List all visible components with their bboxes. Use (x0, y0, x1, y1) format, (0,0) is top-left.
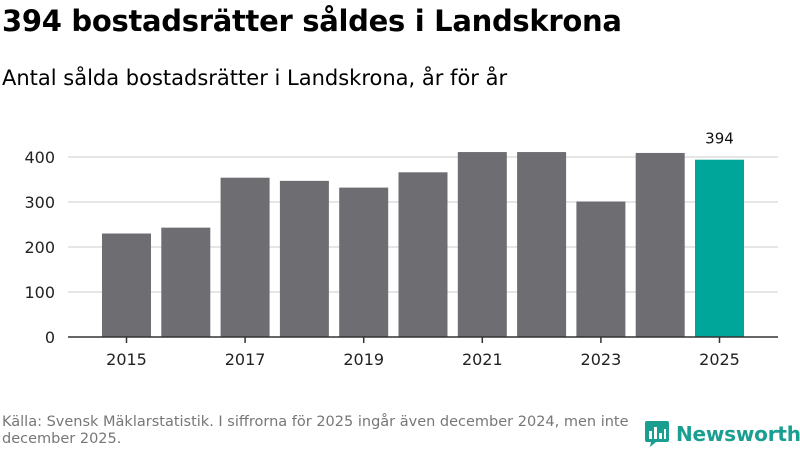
bar-2017 (220, 177, 270, 337)
x-axis (68, 336, 778, 343)
brand-name: Newsworthy (676, 422, 800, 446)
y-tick-label: 100 (24, 283, 55, 302)
x-tick-label: 2019 (343, 350, 384, 369)
x-tick-label: 2023 (581, 350, 622, 369)
bar-chart-logo-icon (645, 421, 669, 447)
chart-title: 394 bostadsrätter såldes i Landskrona (2, 4, 622, 38)
source-note: Källa: Svensk Mäklarstatistik. I siffror… (2, 414, 629, 447)
newsworthy-logo: Newsworthy (644, 419, 800, 449)
axis-labels: 0 100 200 300 400 2015 2017 2019 2021 2023 2025 394 (24, 130, 739, 369)
x-tick-label: 2025 (699, 350, 740, 369)
y-tick-label: 200 (24, 238, 55, 257)
bar-2022 (517, 152, 567, 337)
y-tick-label: 300 (24, 193, 55, 212)
bar-2023 (576, 201, 626, 337)
y-tick-label: 400 (24, 148, 55, 167)
bar-2024 (635, 152, 685, 337)
y-tick-label: 0 (45, 328, 55, 347)
bar-2020 (398, 172, 448, 337)
bar-2021 (457, 152, 507, 337)
bars (102, 152, 744, 337)
bar-2018 (279, 180, 329, 337)
bar-2016 (161, 227, 211, 337)
x-tick-label: 2017 (225, 350, 266, 369)
x-tick-label: 2021 (462, 350, 503, 369)
bar-chart: 0 100 200 300 400 2015 2017 2019 2021 2023 2025 394 (24, 130, 778, 369)
data-label-2025: 394 (705, 130, 734, 148)
chart-subtitle: Antal sålda bostadsrätter i Landskrona, … (2, 66, 508, 90)
bar-2025 (695, 159, 744, 337)
x-tick-label: 2015 (106, 350, 147, 369)
bar-2019 (339, 187, 389, 337)
bar-2015 (102, 233, 151, 337)
